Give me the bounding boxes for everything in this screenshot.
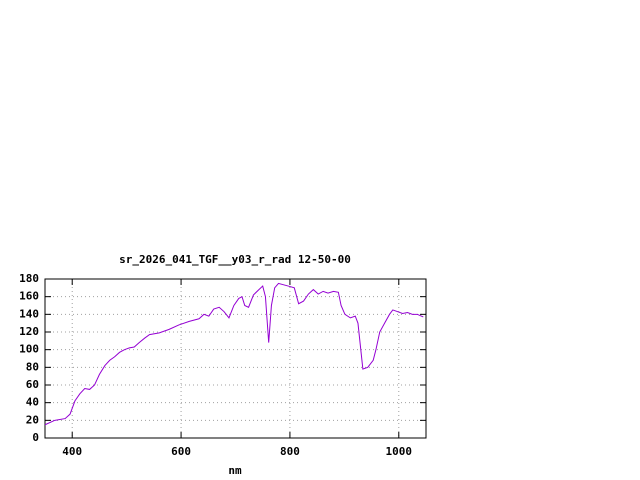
y-tick-label: 60 xyxy=(26,378,39,391)
y-tick-label: 120 xyxy=(19,325,39,338)
y-tick-label: 40 xyxy=(26,396,39,409)
y-tick-label: 140 xyxy=(19,307,39,320)
y-tick-label: 180 xyxy=(19,272,39,285)
data-line xyxy=(44,282,424,426)
y-tick-label: 80 xyxy=(26,360,39,373)
y-tick-label: 100 xyxy=(19,343,39,356)
y-tick-label: 20 xyxy=(26,413,39,426)
y-tick-label: 0 xyxy=(32,431,39,444)
x-tick-label: 400 xyxy=(62,445,82,458)
plot-frame xyxy=(44,278,427,439)
x-axis-label: nm xyxy=(228,464,242,477)
chart-title: sr_2026_041_TGF__y03_r_rad 12-50-00 xyxy=(119,253,351,266)
x-tick-label: 800 xyxy=(280,445,300,458)
x-tick-label: 1000 xyxy=(386,445,413,458)
x-tick-label: 600 xyxy=(171,445,191,458)
y-tick-label: 160 xyxy=(19,290,39,303)
